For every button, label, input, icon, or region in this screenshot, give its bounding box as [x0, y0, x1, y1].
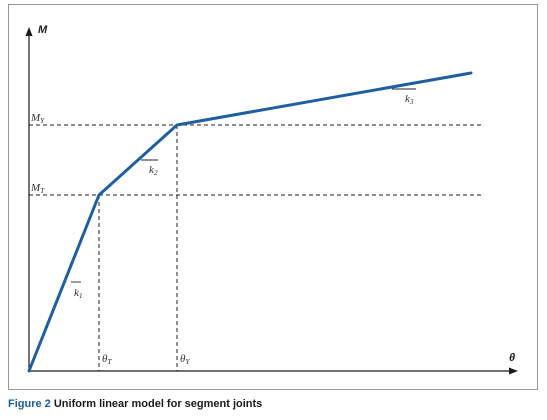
diagram-canvas: M θ MY MT θT θY k1 k2 k — [25, 24, 518, 375]
figure-caption: Figure 2 Uniform linear model for segmen… — [8, 398, 262, 410]
k2-slope-label: k2 — [149, 164, 158, 177]
x-axis-arrow — [509, 367, 518, 375]
theta-t-label: θT — [102, 353, 112, 366]
figure-frame: M θ MY MT θT θY k1 k2 k — [8, 4, 538, 390]
y-axis-arrow — [25, 27, 33, 36]
caption-text: Uniform linear model for segment joints — [53, 398, 263, 410]
moment-rotation-curve — [27, 71, 473, 373]
my-level-label: MY — [30, 112, 45, 125]
caption-figure-number: Figure 2 — [8, 398, 51, 410]
mt-level-label: MT — [30, 182, 45, 195]
k1-slope-label: k1 — [74, 287, 83, 300]
x-axis-label: θ — [509, 352, 515, 364]
y-axis-label: M — [38, 24, 48, 36]
theta-y-label: θY — [180, 353, 190, 366]
k3-slope-label: k3 — [405, 93, 414, 106]
